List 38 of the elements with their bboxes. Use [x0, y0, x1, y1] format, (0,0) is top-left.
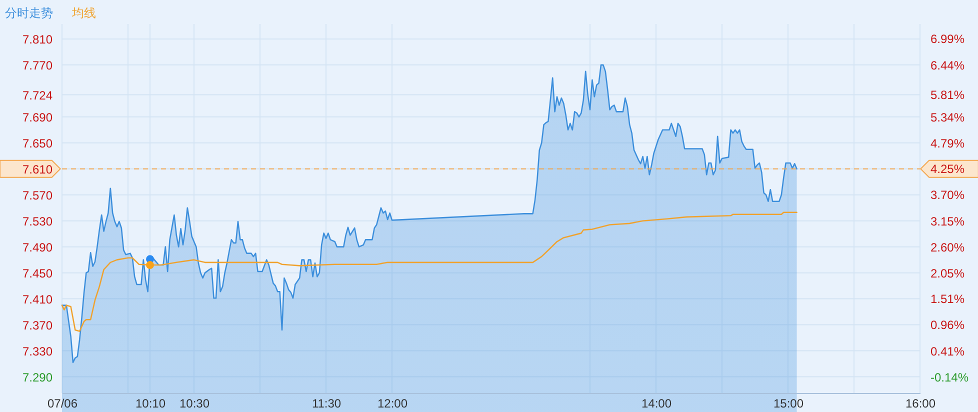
y2-tick-label: 6.99%	[930, 32, 965, 46]
y-tick-label: 7.650	[22, 136, 53, 150]
y-tick-label: 7.690	[22, 110, 53, 124]
y2-tick-label: 2.05%	[930, 266, 965, 281]
y-tick-label: 7.610	[22, 162, 53, 176]
x-tick-label: 16:00	[905, 396, 936, 410]
y2-tick-label: 5.81%	[930, 88, 965, 102]
y2-tick-label: 6.44%	[930, 58, 965, 72]
x-tick-label: 14:00	[641, 396, 672, 410]
y-tick-label: 7.490	[22, 240, 53, 254]
y-tick-label: 7.530	[22, 214, 53, 228]
x-tick-label: 07/06	[47, 396, 78, 410]
y-tick-label: 7.450	[22, 266, 53, 280]
x-tick-label: 11:30	[312, 396, 342, 410]
y2-tick-label: -0.14%	[930, 370, 969, 384]
y-tick-label: 7.810	[22, 32, 53, 46]
y-tick-label: 7.410	[22, 292, 53, 306]
y2-tick-label: 4.79%	[930, 136, 965, 151]
y-tick-label: 7.724	[22, 88, 53, 102]
y-tick-label: 7.570	[22, 188, 53, 202]
y2-tick-label: 0.41%	[930, 344, 965, 358]
y2-tick-label: 5.34%	[930, 110, 965, 124]
x-tick-label: 10:10	[135, 396, 166, 410]
x-tick-label: 15:00	[773, 396, 804, 410]
text: 均线	[71, 6, 96, 20]
y2-tick-label: 3.15%	[930, 214, 965, 228]
y2-tick-label: 2.60%	[930, 240, 965, 254]
x-tick-label: 12:00	[377, 396, 408, 410]
text: 分时走势	[5, 6, 53, 20]
y-tick-label: 7.330	[22, 344, 53, 358]
y2-tick-label: 0.96%	[930, 318, 965, 332]
y2-tick-label: 3.70%	[930, 188, 965, 202]
y-tick-label: 7.770	[22, 58, 53, 72]
x-tick-label: 10:30	[179, 396, 210, 410]
y-tick-label: 7.290	[22, 370, 53, 384]
y2-tick-label: 1.51%	[930, 292, 965, 306]
y-tick-label: 7.370	[22, 318, 53, 332]
y2-tick-label: 4.25%	[930, 162, 965, 176]
